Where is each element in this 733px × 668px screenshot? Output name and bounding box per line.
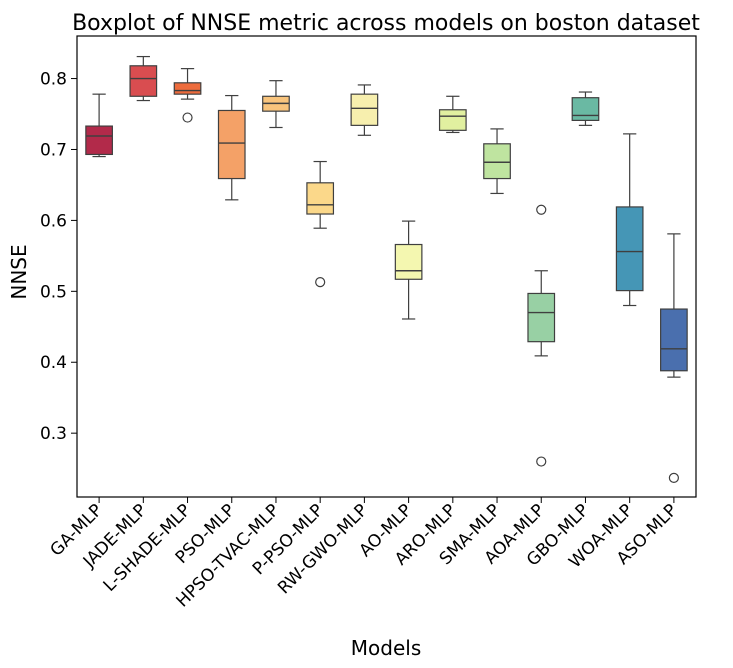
y-tick-label: 0.4 <box>40 353 67 373</box>
outlier-point <box>536 456 547 467</box>
x-axis-label: Models <box>351 636 421 660</box>
chart-title: Boxplot of NNSE metric across models on … <box>72 11 700 36</box>
box <box>306 182 335 215</box>
box <box>660 308 688 372</box>
box <box>527 292 556 343</box>
y-tick-label: 0.3 <box>40 424 67 444</box>
box <box>571 97 600 121</box>
outlier-point <box>668 472 679 483</box>
outlier-point <box>315 277 326 288</box>
y-tick-label: 0.7 <box>40 140 67 160</box>
box <box>483 143 511 180</box>
y-axis-label: NNSE <box>7 244 31 299</box>
y-tick-label: 0.6 <box>40 211 67 231</box>
box <box>615 206 644 292</box>
plot-frame <box>76 35 697 498</box>
outlier-point <box>536 204 547 215</box>
y-tick-label: 0.8 <box>40 70 67 90</box>
box <box>85 125 113 156</box>
box <box>173 82 202 95</box>
plot-area: 0.30.40.50.60.70.8GA-MLPJADE-MLPL-SHADE-… <box>40 55 688 611</box>
box <box>129 65 158 97</box>
y-tick-label: 0.5 <box>40 282 67 302</box>
box <box>438 109 467 131</box>
outlier-point <box>182 112 193 123</box>
box <box>394 243 423 280</box>
box <box>217 109 246 180</box>
box <box>350 93 379 126</box>
